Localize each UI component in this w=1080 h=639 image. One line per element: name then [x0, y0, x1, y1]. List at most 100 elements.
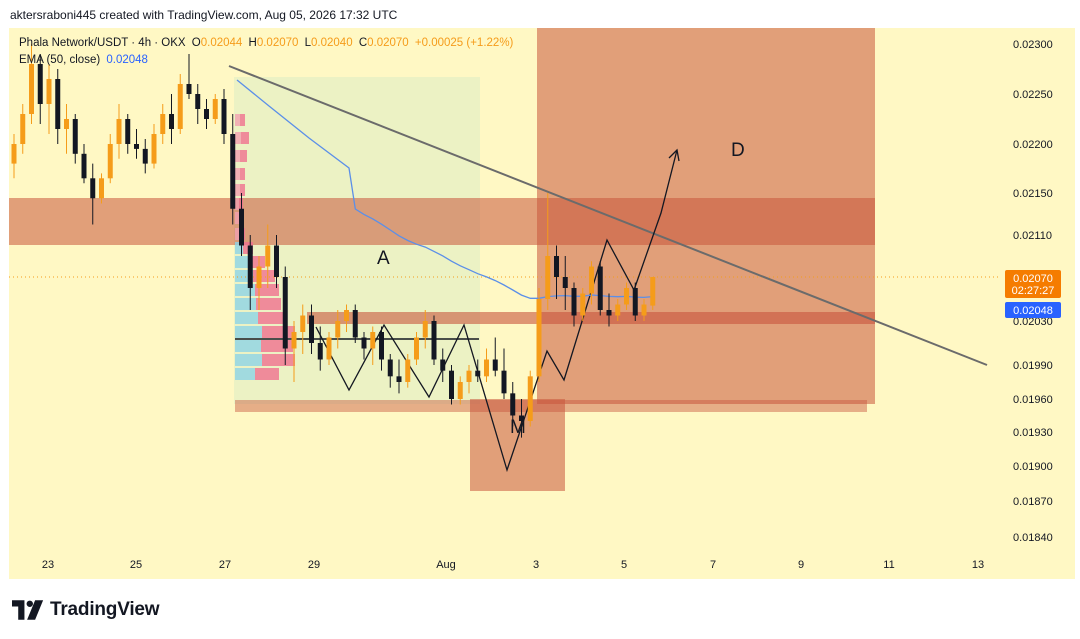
legend-high-value: 0.02070: [257, 37, 299, 49]
candle-body: [484, 359, 489, 377]
candle: [265, 224, 271, 288]
x-tick-label: 5: [621, 559, 627, 571]
candle: [20, 104, 26, 154]
candle-body: [212, 99, 218, 119]
candle: [64, 104, 69, 154]
candle-body: [527, 376, 533, 421]
candle: [125, 114, 131, 154]
volume-profile-bar-up: [235, 198, 239, 210]
candle: [466, 365, 472, 394]
candle-body: [597, 266, 603, 310]
volume-profile-bar-up: [235, 298, 256, 310]
volume-profile-bar-up: [235, 132, 241, 144]
candle: [632, 282, 638, 321]
candle-body: [247, 245, 253, 288]
candle: [107, 134, 113, 184]
candle: [597, 261, 603, 316]
volume-profile-bar-up: [235, 228, 240, 240]
volume-profile-bar-down: [240, 114, 245, 126]
legend-ema-label: EMA (50, close): [19, 54, 100, 66]
candle-body: [239, 208, 244, 246]
candle-body: [422, 321, 428, 338]
candle: [440, 348, 446, 382]
candles-layer: [11, 44, 656, 438]
candle: [99, 173, 104, 204]
candle: [571, 282, 577, 327]
candle: [501, 348, 507, 399]
candle-body: [624, 288, 629, 305]
candle-body: [492, 359, 498, 371]
candle: [204, 99, 209, 129]
candle-body: [457, 382, 463, 399]
volume-profile-bar-up: [235, 354, 262, 366]
candle-body: [282, 277, 288, 349]
target-zone-d: [537, 28, 875, 404]
candle-body: [309, 315, 314, 343]
candle: [650, 277, 656, 310]
candle-body: [142, 148, 148, 164]
candle-body: [431, 321, 437, 360]
candle: [449, 365, 454, 405]
candle: [484, 348, 489, 382]
candle: [562, 256, 568, 310]
candle: [335, 310, 341, 349]
candle: [352, 304, 358, 343]
axes-layer: 0.02300 0.02250 0.02200 0.02150 0.02110 0.020…: [42, 39, 1061, 571]
candle-body: [352, 310, 358, 338]
volume-profile-bar-up: [235, 368, 255, 380]
candle-body: [344, 310, 349, 321]
price-chart[interactable]: AMD 0.023000.022500.022000.021500.021100…: [9, 28, 1075, 579]
candle-body: [29, 64, 34, 114]
candle: [580, 288, 586, 321]
candle: [510, 382, 516, 427]
candle-body: [64, 119, 69, 129]
candle-body: [55, 79, 61, 129]
candle-body: [125, 119, 131, 144]
legend-ema-value: 0.02048: [106, 54, 148, 66]
volume-profile-bar-down: [262, 354, 295, 366]
candle: [160, 104, 166, 144]
volume-profile-bar-up: [235, 114, 240, 126]
candle-body: [396, 376, 402, 382]
x-tick-label: 7: [710, 559, 716, 571]
candle-body: [379, 332, 384, 360]
volume-profile-bar-up: [235, 150, 240, 162]
candle: [195, 84, 201, 124]
candle-body: [151, 134, 157, 164]
legend-symbol: Phala Network/USDT · 4h · OKX: [19, 37, 186, 49]
candle-body: [326, 337, 332, 360]
candle-body: [169, 114, 174, 129]
candle-body: [134, 144, 139, 149]
candle: [457, 376, 463, 405]
last-price-tag-bg: [1005, 270, 1061, 298]
projection-arrowhead: [668, 148, 680, 162]
volume-profile-bar-down: [240, 168, 245, 180]
candle-body: [195, 94, 201, 109]
y-tick-label: 0.02300: [1013, 39, 1053, 51]
volume-profile-bar-down: [255, 368, 279, 380]
candle-body: [160, 114, 166, 134]
candle: [475, 359, 481, 382]
volume-profile-bar-down: [240, 150, 247, 162]
mid-zone-strip: [307, 312, 875, 324]
pattern-path: [315, 149, 678, 473]
candle: [361, 332, 367, 360]
y-tick-label: 0.01870: [1013, 496, 1053, 508]
candle: [212, 94, 218, 124]
candle-body: [606, 310, 612, 316]
legend-open-label: O: [192, 37, 201, 49]
y-tick-label: 0.02030: [1013, 316, 1053, 328]
ema-price-tag: 0.02048: [1005, 302, 1061, 318]
candle: [221, 89, 227, 144]
candle: [606, 293, 612, 327]
tradingview-logo[interactable]: TradingView: [12, 598, 160, 622]
candle: [492, 337, 498, 377]
legend-high-label: H: [249, 37, 257, 49]
legend-close-label: C: [359, 37, 367, 49]
legend-open-value: 0.02044: [201, 37, 243, 49]
candle: [309, 304, 314, 354]
candle-body: [116, 119, 122, 144]
candle-body: [571, 288, 577, 316]
volume-profile-bar-up: [235, 326, 262, 338]
